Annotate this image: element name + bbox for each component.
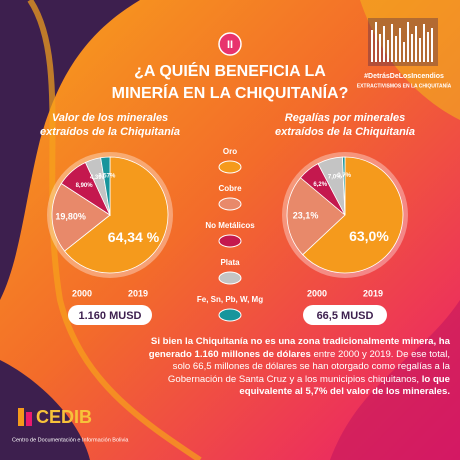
pie-slice — [342, 156, 346, 216]
value-label: 19,80% — [55, 211, 86, 221]
pie-slice — [51, 182, 111, 252]
legend-swatch — [218, 234, 242, 248]
pie-title: Regalías por minerales — [285, 112, 405, 124]
title: ¿A QUIÉN BENEFICIA LA — [134, 61, 326, 80]
footer-org: Centro de Documentación e Información Bo… — [12, 437, 129, 443]
pie-slice — [302, 156, 404, 274]
year-label: 2019 — [128, 288, 148, 298]
legend-label: Cobre — [218, 184, 242, 193]
value-label: 23,1% — [293, 210, 319, 220]
hashtag: #DetrásDeLosIncendios — [364, 73, 444, 80]
pie-slice — [286, 177, 346, 256]
value-label: 2,57% — [98, 173, 116, 179]
value-label: 64,34 % — [108, 229, 160, 245]
legend-swatch — [218, 308, 242, 322]
value-label: 63,0% — [349, 228, 389, 244]
legend-label: Fe, Sn, Pb, W, Mg — [197, 295, 263, 304]
pie-slice — [100, 156, 111, 216]
corner-blob — [0, 0, 140, 300]
corner-blob — [0, 360, 90, 460]
value-label: 8,90% — [76, 183, 94, 189]
logo-bar — [18, 408, 24, 426]
value-label: 7,0% — [328, 175, 342, 181]
decor-line — [27, 0, 202, 460]
title: MINERÍA EN LA CHIQUITANÍA? — [112, 83, 349, 102]
pie-slice — [63, 156, 169, 274]
badge-text: II — [227, 39, 233, 51]
campaign-subtitle: EXTRACTIVISMOS EN LA CHIQUITANÍA — [357, 81, 452, 89]
value-label: 0,7% — [337, 173, 351, 179]
legend-label: Plata — [220, 258, 240, 267]
pie-title: extraídos de la Chiquitanía — [275, 126, 415, 138]
corner-blob — [330, 300, 460, 460]
legend-swatch — [218, 197, 242, 211]
campaign-logo — [368, 18, 438, 66]
badge — [218, 32, 242, 56]
pie-title: extraídos de la Chiquitanía — [40, 126, 180, 138]
total-box — [303, 305, 387, 325]
body-text: Si bien la Chiquitanía no es una zona tr… — [130, 336, 450, 399]
total-label: 66,5 MUSD — [317, 310, 374, 322]
logo-bar — [26, 412, 32, 426]
legend-swatch — [218, 271, 242, 285]
body-segment: Si bien la Chiquitanía no es una zona tr… — [148, 336, 450, 360]
barcode-trees — [371, 22, 433, 62]
year-label: 2000 — [307, 288, 327, 298]
total-box — [68, 305, 152, 325]
body-segment: entre 2000 y 2019. De ese total, solo 66… — [167, 348, 450, 385]
pie-title: Valor de los minerales — [52, 112, 168, 124]
value-label: 6,2% — [313, 182, 327, 188]
total-label: 1.160 MUSD — [79, 310, 142, 322]
legend-swatch — [218, 160, 242, 174]
legend-label: No Metálicos — [205, 221, 255, 230]
year-label: 2019 — [363, 288, 383, 298]
year-label: 2000 — [72, 288, 92, 298]
footer-logo: CEDIB — [36, 407, 92, 427]
body-segment: lo que equivalente al 5,7% del valor de … — [239, 373, 450, 398]
legend-label: Oro — [223, 147, 237, 156]
value-label: 4,39% — [90, 175, 108, 181]
